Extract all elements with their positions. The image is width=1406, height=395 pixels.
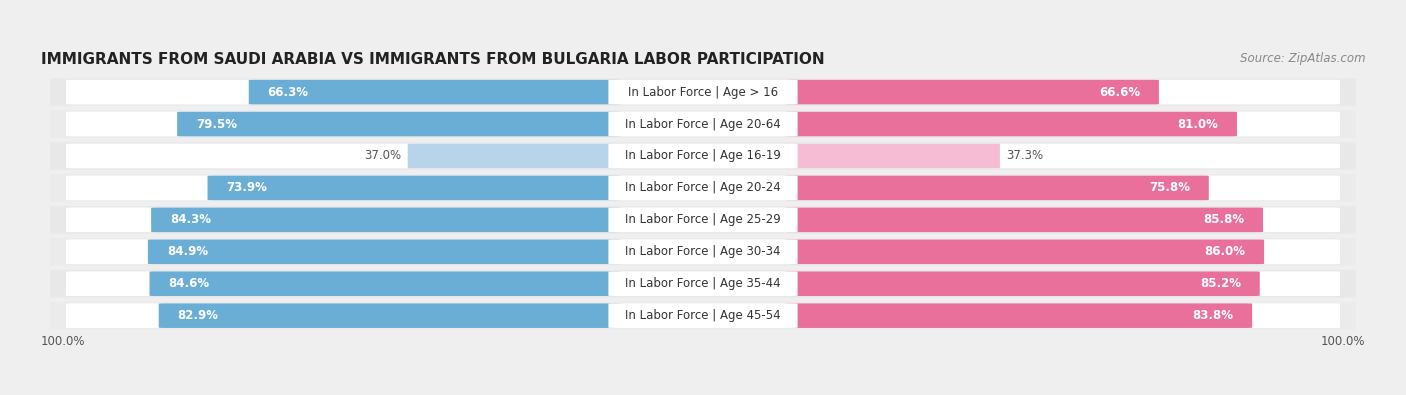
FancyBboxPatch shape — [785, 303, 1253, 328]
FancyBboxPatch shape — [148, 239, 621, 264]
FancyBboxPatch shape — [159, 303, 621, 328]
Text: In Labor Force | Age 20-24: In Labor Force | Age 20-24 — [626, 181, 780, 194]
Text: 86.0%: 86.0% — [1204, 245, 1246, 258]
Text: In Labor Force | Age 20-64: In Labor Force | Age 20-64 — [626, 118, 780, 130]
FancyBboxPatch shape — [150, 207, 621, 232]
FancyBboxPatch shape — [609, 80, 797, 104]
Text: 84.6%: 84.6% — [169, 277, 209, 290]
FancyBboxPatch shape — [51, 110, 1355, 138]
Text: 37.3%: 37.3% — [1007, 149, 1043, 162]
FancyBboxPatch shape — [51, 142, 1355, 170]
Text: 37.0%: 37.0% — [364, 149, 401, 162]
FancyBboxPatch shape — [66, 207, 621, 232]
Text: In Labor Force | Age 25-29: In Labor Force | Age 25-29 — [626, 213, 780, 226]
Text: In Labor Force | Age 35-44: In Labor Force | Age 35-44 — [626, 277, 780, 290]
FancyBboxPatch shape — [66, 112, 621, 136]
Text: 85.2%: 85.2% — [1199, 277, 1241, 290]
Text: 82.9%: 82.9% — [177, 309, 219, 322]
Text: In Labor Force | Age 16-19: In Labor Force | Age 16-19 — [626, 149, 780, 162]
FancyBboxPatch shape — [66, 176, 621, 200]
FancyBboxPatch shape — [785, 112, 1340, 136]
FancyBboxPatch shape — [785, 239, 1340, 264]
FancyBboxPatch shape — [785, 303, 1340, 328]
Text: Source: ZipAtlas.com: Source: ZipAtlas.com — [1240, 52, 1365, 65]
Text: IMMIGRANTS FROM SAUDI ARABIA VS IMMIGRANTS FROM BULGARIA LABOR PARTICIPATION: IMMIGRANTS FROM SAUDI ARABIA VS IMMIGRAN… — [41, 52, 824, 67]
FancyBboxPatch shape — [66, 239, 621, 264]
FancyBboxPatch shape — [785, 176, 1340, 200]
Text: 75.8%: 75.8% — [1149, 181, 1189, 194]
FancyBboxPatch shape — [609, 176, 797, 200]
FancyBboxPatch shape — [609, 112, 797, 136]
FancyBboxPatch shape — [149, 271, 621, 296]
FancyBboxPatch shape — [609, 144, 797, 168]
Text: 81.0%: 81.0% — [1177, 118, 1218, 130]
Text: 84.9%: 84.9% — [167, 245, 208, 258]
FancyBboxPatch shape — [785, 271, 1260, 296]
FancyBboxPatch shape — [66, 303, 621, 328]
FancyBboxPatch shape — [177, 112, 621, 136]
Text: 85.8%: 85.8% — [1204, 213, 1244, 226]
FancyBboxPatch shape — [51, 174, 1355, 202]
FancyBboxPatch shape — [208, 176, 621, 200]
Text: 66.6%: 66.6% — [1099, 86, 1140, 99]
FancyBboxPatch shape — [51, 238, 1355, 265]
Text: 73.9%: 73.9% — [226, 181, 267, 194]
Text: In Labor Force | Age > 16: In Labor Force | Age > 16 — [628, 86, 778, 99]
Text: 84.3%: 84.3% — [170, 213, 211, 226]
FancyBboxPatch shape — [51, 78, 1355, 106]
Text: 79.5%: 79.5% — [195, 118, 238, 130]
FancyBboxPatch shape — [66, 271, 621, 296]
FancyBboxPatch shape — [785, 176, 1209, 200]
FancyBboxPatch shape — [785, 80, 1159, 104]
FancyBboxPatch shape — [785, 207, 1263, 232]
FancyBboxPatch shape — [785, 144, 1340, 168]
Text: 100.0%: 100.0% — [1320, 335, 1365, 348]
FancyBboxPatch shape — [785, 112, 1237, 136]
Text: In Labor Force | Age 45-54: In Labor Force | Age 45-54 — [626, 309, 780, 322]
FancyBboxPatch shape — [249, 80, 621, 104]
FancyBboxPatch shape — [66, 144, 621, 168]
Text: 100.0%: 100.0% — [41, 335, 86, 348]
FancyBboxPatch shape — [408, 144, 621, 168]
FancyBboxPatch shape — [609, 207, 797, 232]
FancyBboxPatch shape — [51, 206, 1355, 233]
FancyBboxPatch shape — [609, 271, 797, 296]
FancyBboxPatch shape — [785, 271, 1340, 296]
Text: In Labor Force | Age 30-34: In Labor Force | Age 30-34 — [626, 245, 780, 258]
FancyBboxPatch shape — [785, 144, 1000, 168]
FancyBboxPatch shape — [51, 270, 1355, 297]
FancyBboxPatch shape — [609, 239, 797, 264]
FancyBboxPatch shape — [51, 302, 1355, 329]
FancyBboxPatch shape — [785, 239, 1264, 264]
FancyBboxPatch shape — [785, 80, 1340, 104]
FancyBboxPatch shape — [66, 80, 621, 104]
Text: 66.3%: 66.3% — [267, 86, 309, 99]
FancyBboxPatch shape — [609, 303, 797, 328]
FancyBboxPatch shape — [785, 207, 1340, 232]
Text: 83.8%: 83.8% — [1192, 309, 1233, 322]
